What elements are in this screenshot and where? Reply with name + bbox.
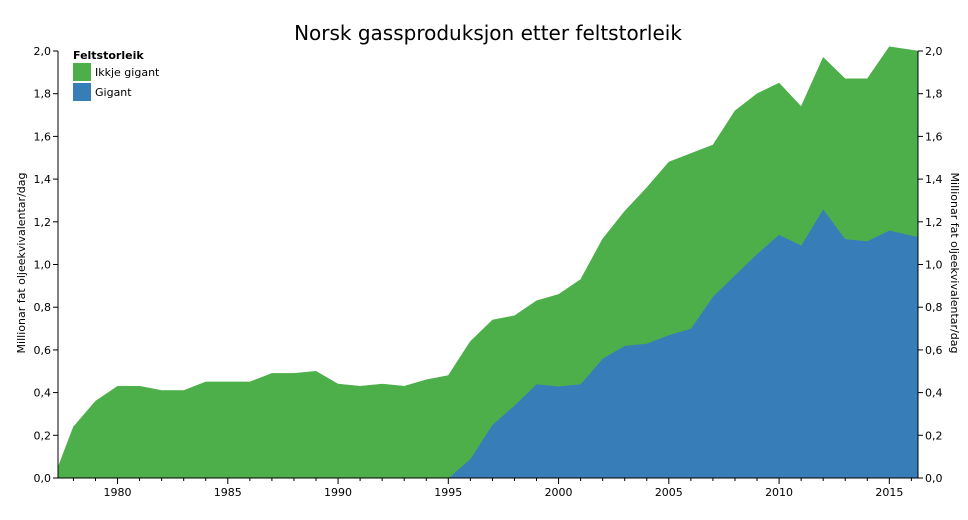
x-tick-label: 1995	[434, 486, 462, 499]
y-tick-label-right: 0,2	[925, 429, 943, 442]
legend-swatch-gigant	[73, 83, 91, 101]
y-tick-label-right: 1,6	[925, 130, 943, 143]
y-tick-label-right: 1,0	[925, 259, 943, 272]
x-tick-label: 2000	[545, 486, 573, 499]
y-tick-label-left: 1,2	[34, 216, 52, 229]
x-tick-label: 1990	[324, 486, 352, 499]
y-tick-label-left: 0,8	[34, 301, 52, 314]
y-tick-label-right: 0,6	[925, 344, 943, 357]
y-tick-label-left: 0,4	[34, 387, 52, 400]
y-tick-label-left: 1,0	[34, 259, 52, 272]
legend: Feltstorleik Ikkje gigant Gigant	[73, 49, 160, 101]
x-tick-label: 1985	[214, 486, 242, 499]
x-tick-label: 2015	[875, 486, 903, 499]
y-tick-label-left: 0,2	[34, 429, 52, 442]
x-tick-label: 1980	[104, 486, 132, 499]
y-tick-label-left: 0,6	[34, 344, 52, 357]
y-tick-label-left: 2,0	[34, 45, 52, 58]
chart-title: Norsk gassproduksjon etter feltstorleik	[294, 21, 682, 45]
legend-title: Feltstorleik	[73, 49, 144, 62]
y-tick-label-right: 1,2	[925, 216, 943, 229]
y-tick-label-left: 1,6	[34, 130, 52, 143]
y-tick-label-right: 2,0	[925, 45, 943, 58]
x-tick-label: 2010	[765, 486, 793, 499]
y-tick-label-right: 1,4	[925, 173, 943, 186]
legend-label-gigant: Gigant	[95, 86, 132, 99]
y-tick-label-right: 0,4	[925, 387, 943, 400]
y-axis-title-right: Millionar fat oljeekvivalentar/dag	[948, 173, 961, 354]
legend-label-ikkje-gigant: Ikkje gigant	[95, 66, 160, 79]
y-axis-title-left: Millionar fat oljeekvivalentar/dag	[15, 173, 28, 354]
y-tick-label-left: 1,8	[34, 88, 52, 101]
y-tick-label-left: 0,0	[34, 472, 52, 485]
axes: 0,0 0,0 0,2 0,2 0,4 0,4 0,6 0,6 0,8 0,8 1,0 1,0 1,2 1…	[34, 45, 943, 499]
y-tick-label-right: 0,8	[925, 301, 943, 314]
area-layers	[57, 46, 919, 479]
x-tick-label: 2005	[655, 486, 683, 499]
y-tick-label-right: 0,0	[925, 472, 943, 485]
y-tick-label-right: 1,8	[925, 88, 943, 101]
legend-swatch-ikkje-gigant	[73, 63, 91, 81]
y-tick-label-left: 1,4	[34, 173, 52, 186]
